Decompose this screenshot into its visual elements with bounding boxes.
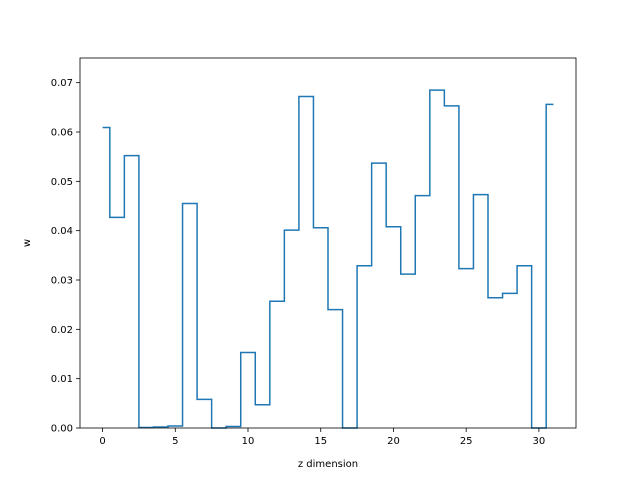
x-axis-label: z dimension	[298, 459, 358, 470]
series-line-0	[102, 89, 554, 429]
y-tick-label: 0.01	[51, 374, 73, 385]
x-tick-label: 5	[172, 436, 178, 447]
y-tick-label: 0.03	[51, 276, 73, 287]
x-tick-label: 0	[99, 436, 105, 447]
axes-layer: 0 5 10 15 20 25 30 0.00 0.01 0.02 0.03 0.04 0.05 0.06…	[51, 57, 577, 447]
y-tick-label: 0.02	[51, 325, 73, 336]
y-tick-label: 0.05	[51, 177, 73, 188]
y-axis-label: w	[22, 239, 33, 247]
x-tick-label: 20	[387, 436, 400, 447]
x-tick-label: 10	[242, 436, 255, 447]
y-tick-label: 0.07	[51, 78, 73, 89]
plot-frame	[79, 57, 577, 429]
y-tick-label: 0.00	[51, 424, 73, 435]
y-tick-label: 0.04	[51, 226, 73, 237]
x-tick-label: 30	[533, 436, 546, 447]
x-tick-label: 25	[460, 436, 473, 447]
x-tick-label: 15	[314, 436, 327, 447]
y-tick-label: 0.06	[51, 128, 73, 139]
series-layer	[102, 89, 554, 429]
